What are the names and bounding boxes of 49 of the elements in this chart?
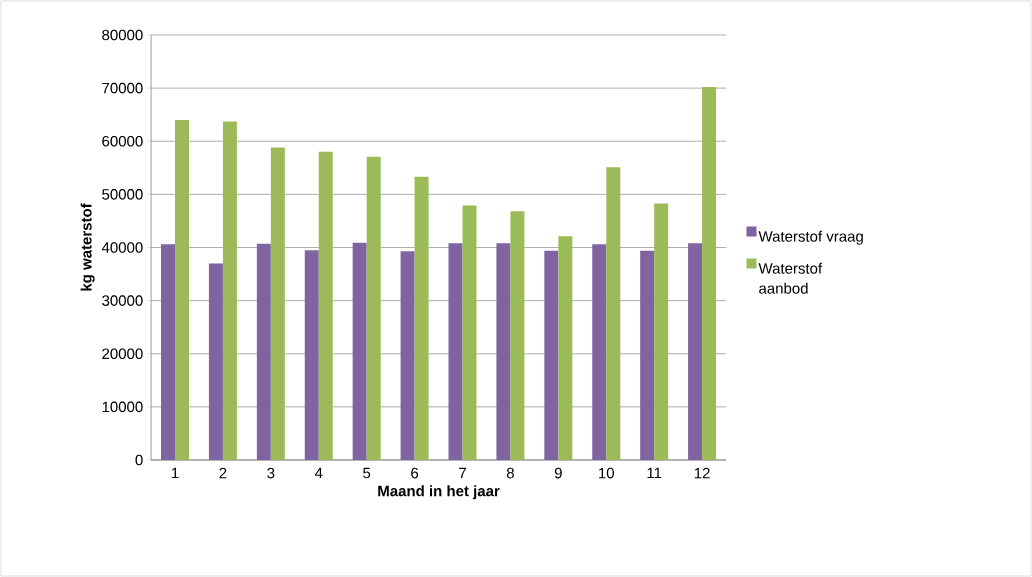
bar [161, 244, 176, 460]
bar [496, 243, 511, 460]
bar [510, 211, 525, 460]
y-tick-label: 80000 [102, 29, 143, 41]
x-tick-label: 1 [171, 467, 179, 479]
bar [256, 243, 271, 460]
bar [318, 151, 333, 460]
bar [702, 87, 717, 460]
y-tick-label: 10000 [102, 401, 143, 413]
y-tick-label: 50000 [102, 189, 143, 200]
bar [175, 119, 190, 460]
x-tick-label: 6 [411, 467, 419, 479]
y-tick-label: 40000 [101, 242, 143, 253]
x-tick-label: 12 [694, 467, 710, 479]
bar [606, 167, 621, 460]
x-tick-label: 9 [554, 467, 562, 479]
x-tick-label: 2 [219, 467, 227, 479]
x-tick-label: 11 [647, 467, 662, 479]
x-tick-label: 10 [599, 467, 614, 479]
bar [270, 147, 285, 460]
y-tick-label: 30000 [102, 295, 143, 306]
y-axis-title: kg waterstof [80, 203, 95, 291]
y-tick-label: 20000 [102, 348, 143, 360]
bar [208, 263, 223, 460]
bar [654, 203, 669, 460]
bar [414, 176, 429, 460]
bar [688, 243, 703, 460]
bar [558, 236, 573, 460]
x-axis-title: Maand in het jaar [378, 485, 500, 500]
y-tick-label: 60000 [102, 135, 143, 147]
bar [544, 250, 559, 460]
bar [592, 244, 607, 460]
x-tick-label: 5 [363, 467, 371, 479]
bar [222, 121, 237, 460]
x-tick-label: 3 [267, 467, 275, 479]
bar [304, 250, 319, 460]
bar [366, 156, 381, 460]
bar [352, 242, 367, 460]
bar [400, 251, 415, 460]
legend-label: Waterstof vraag [758, 230, 863, 245]
x-tick-label: 7 [459, 467, 466, 479]
bar [448, 243, 463, 460]
bar [640, 250, 655, 460]
legend-label: Waterstof aanbod [758, 262, 823, 294]
y-tick-label: 70000 [102, 82, 143, 94]
bar [462, 205, 477, 460]
x-tick-label: 8 [506, 467, 514, 479]
x-tick-label: 4 [314, 467, 323, 479]
y-tick-label: 0 [135, 454, 143, 466]
